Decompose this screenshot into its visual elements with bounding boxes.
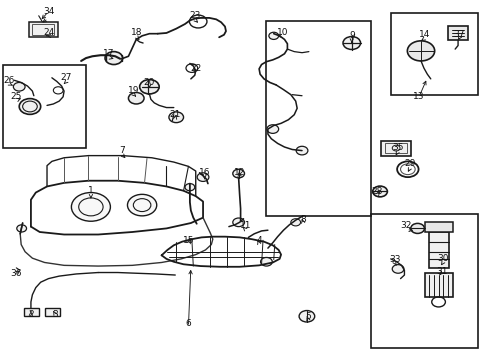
Text: 28: 28 [371,187,382,196]
Text: 17: 17 [103,49,115,58]
Bar [384,143,406,153]
Circle shape [372,186,386,197]
Circle shape [260,257,272,266]
Circle shape [140,80,159,94]
Bar [266,22,370,216]
Text: 25: 25 [11,92,22,101]
Bar [424,273,452,297]
Text: 13: 13 [412,92,424,101]
Circle shape [410,224,424,233]
Circle shape [342,37,360,49]
Circle shape [19,99,41,114]
Text: 22: 22 [190,64,201,73]
Bar [428,232,448,268]
Text: 4: 4 [256,237,262,246]
Text: 36: 36 [11,269,22,278]
Text: 2: 2 [28,310,34,319]
Text: 18: 18 [130,28,142,37]
Circle shape [184,184,194,191]
Text: 35: 35 [391,143,403,152]
Text: 12: 12 [233,168,245,177]
Circle shape [197,173,208,181]
Circle shape [290,219,300,226]
Circle shape [71,193,110,221]
Text: 29: 29 [404,159,415,168]
Text: 11: 11 [239,221,251,230]
Circle shape [391,265,403,273]
Text: 19: 19 [127,86,139,95]
Circle shape [268,32,278,40]
Text: 33: 33 [388,255,400,264]
Circle shape [17,225,26,232]
Text: 32: 32 [400,221,411,230]
Text: 10: 10 [276,28,288,37]
Circle shape [407,41,434,61]
Text: 31: 31 [435,267,447,276]
Circle shape [127,194,157,216]
Circle shape [299,311,314,322]
Text: 16: 16 [198,168,210,177]
Bar [380,140,410,156]
Circle shape [232,218,244,226]
Text: 9: 9 [348,31,354,40]
Text: 37: 37 [452,30,464,39]
Text: 7: 7 [119,146,124,155]
Text: 14: 14 [418,30,430,39]
Bar [447,26,467,40]
Bar [24,309,39,316]
Circle shape [105,51,122,64]
Text: 20: 20 [143,78,155,87]
Bar [424,222,452,232]
Bar [32,24,54,35]
Circle shape [296,146,307,155]
Circle shape [168,112,183,123]
Text: 3: 3 [52,310,58,319]
Text: 8: 8 [300,215,305,224]
Text: 30: 30 [437,254,448,263]
Bar [390,13,477,95]
Text: 21: 21 [169,110,181,119]
Text: 24: 24 [44,28,55,37]
Bar [29,22,58,37]
Circle shape [13,82,25,91]
Text: 34: 34 [43,7,54,16]
Circle shape [128,93,144,104]
Text: 15: 15 [183,236,194,245]
Text: 26: 26 [4,76,15,85]
Circle shape [232,169,244,178]
Text: 27: 27 [61,73,72,82]
Circle shape [266,125,278,134]
Bar [370,214,477,348]
Bar [3,65,86,148]
Text: 23: 23 [189,11,200,20]
Text: 1: 1 [88,186,94,195]
Bar [44,309,60,316]
Text: 5: 5 [305,312,310,321]
Text: 6: 6 [185,319,191,328]
